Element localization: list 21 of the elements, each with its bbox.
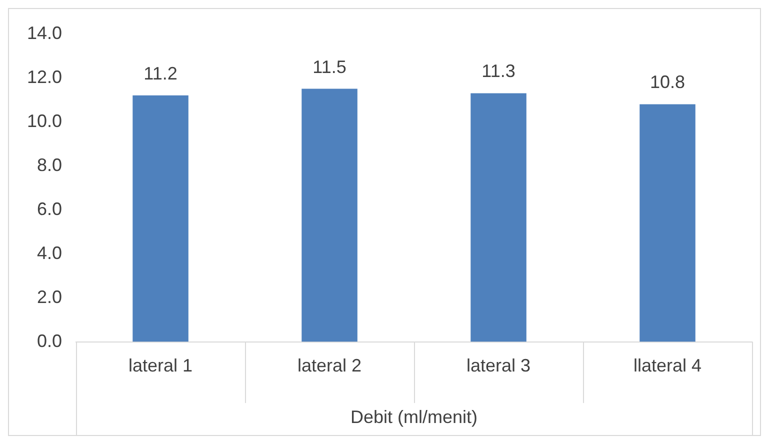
y-tick-label: 8.0 xyxy=(37,154,62,175)
y-tick-label: 14.0 xyxy=(26,22,62,43)
x-tick-label: lateral 3 xyxy=(466,356,531,376)
data-label: 11.5 xyxy=(312,56,346,77)
x-tick-label: lateral 2 xyxy=(297,356,362,376)
x-axis-title: Debit (ml/menit) xyxy=(350,407,478,428)
data-label: 11.2 xyxy=(144,63,178,84)
y-tick-label: 6.0 xyxy=(37,198,62,219)
y-tick-label: 12.0 xyxy=(26,66,62,87)
x-tick-label: llateral 4 xyxy=(633,356,702,376)
bar xyxy=(640,104,696,342)
x-tick-label: lateral 1 xyxy=(128,356,193,376)
data-label: 11.3 xyxy=(482,61,516,82)
bar xyxy=(302,88,358,342)
data-label: 10.8 xyxy=(650,72,686,92)
y-tick-label: 2.0 xyxy=(37,286,62,307)
bar xyxy=(470,93,526,342)
y-tick-label: 0.0 xyxy=(37,330,62,351)
y-tick-label: 4.0 xyxy=(37,242,62,263)
y-tick-label: 10.0 xyxy=(26,110,62,131)
bar xyxy=(132,95,188,342)
